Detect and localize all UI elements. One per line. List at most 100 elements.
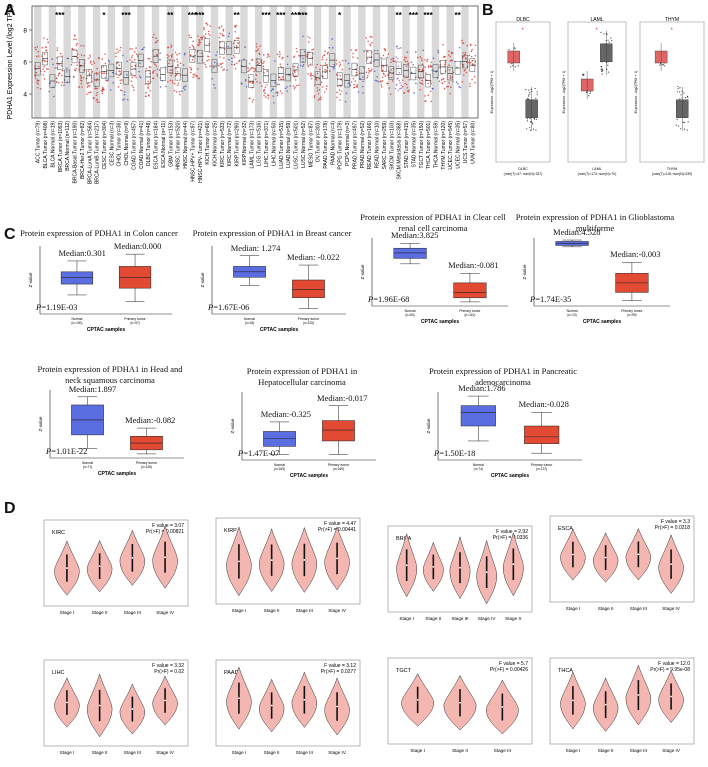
panel-a-point [89, 91, 92, 94]
panel-a-point [67, 57, 70, 60]
panel-a-point [55, 77, 58, 80]
panel-a-point [138, 70, 140, 73]
panel-a-point [461, 42, 464, 44]
panel-a-sig-mark: ** [167, 11, 174, 20]
panel-a-point [421, 63, 424, 66]
panel-a-point [34, 46, 36, 49]
panel-a-point [400, 84, 403, 87]
panel-a-point [232, 54, 235, 57]
panel-c-plot: Z-value Normal(n=74) Primary tumor(n=137) C… [426, 392, 582, 479]
panel-a-point [466, 44, 469, 47]
panel-a-point [95, 87, 97, 90]
panel-a-point [440, 79, 443, 81]
panel-a-point [403, 92, 405, 94]
panel-a-point [420, 57, 423, 60]
panel-a-point [355, 71, 358, 74]
panel-a-xlabel: PAAD.Tumor (n=178) [323, 121, 329, 169]
panel-a-point [94, 87, 96, 90]
panel-a-point [251, 82, 254, 84]
panel-a-stripe [48, 6, 57, 118]
panel-d-fvalue: F value = 5.7 [499, 661, 528, 667]
panel-a-point [418, 68, 421, 71]
panel-a-point [115, 52, 117, 55]
panel-d-median [336, 557, 338, 560]
panel-a-xlabel: KIRC.Tumor (n=533) [220, 121, 226, 168]
panel-a-point [37, 55, 40, 57]
panel-d-median [604, 703, 607, 706]
panel-a-point [190, 67, 193, 70]
panel-d-fvalue: F value = 3.32 [152, 663, 184, 669]
panel-a-point [179, 93, 181, 96]
panel-a-point [154, 69, 156, 72]
panel-a-xlabel: DLBC.Tumor (n=48) [146, 121, 152, 166]
panel-a-point [390, 76, 393, 79]
panel-a-xlabel: PCPG.Tumor (n=179) [338, 121, 344, 170]
panel-c-median-normal: Median:4.528 [553, 227, 601, 238]
panel-a-point [421, 59, 423, 62]
panel-a-point [286, 90, 288, 92]
panel-a-point [471, 48, 473, 51]
panel-a-point [158, 69, 161, 71]
panel-a-point [405, 56, 408, 59]
panel-a-point [468, 54, 471, 57]
panel-a-point [281, 92, 283, 95]
panel-a-point [75, 67, 77, 70]
panel-a-point [123, 94, 126, 96]
panel-a-point [444, 55, 446, 58]
panel-c-normal-box [393, 247, 427, 259]
panel-a-point [233, 63, 236, 66]
panel-a-point [426, 58, 429, 61]
panel-a-point [432, 57, 435, 59]
panel-a-point [461, 81, 464, 83]
panel-a-point [319, 64, 322, 67]
panel-c-chart: Protein expression of PDHA1 in Head and … [30, 364, 190, 492]
panel-a-point [207, 32, 210, 35]
panel-a-point [35, 71, 38, 74]
panel-b-point [601, 70, 603, 72]
panel-a-stripe [255, 6, 263, 118]
panel-a-point [369, 35, 372, 38]
panel-a-point [131, 76, 134, 79]
panel-a-xlabel: PAAD.Normal (n=4) [330, 121, 336, 165]
panel-a-point [119, 89, 122, 91]
panel-c-cat-label: Normal [567, 309, 578, 313]
panel-a-point [256, 80, 258, 83]
panel-c-cat-label: Primary tumor [328, 463, 350, 467]
panel-a-point [447, 85, 449, 88]
panel-a-point [468, 61, 470, 64]
panel-a-point [87, 85, 90, 87]
panel-a-point [259, 45, 262, 47]
panel-a-xlabels: ACC.Tumor (n=79) BLCA.Tumor (n=408) BLCA.N… [36, 121, 477, 184]
panel-d-stage-label: Stage II [92, 610, 108, 615]
panel-a-point [312, 74, 314, 77]
panel-a-point [126, 74, 128, 76]
panel-a-point [286, 55, 289, 58]
panel-a-point [307, 35, 309, 38]
panel-a-point [292, 56, 295, 59]
panel-b-point [601, 69, 603, 71]
panel-c-n-label: (n=97) [130, 321, 139, 325]
panel-a-point [441, 82, 444, 84]
panel-a-point [448, 64, 450, 66]
panel-a-point [430, 100, 432, 103]
panel-a-point [426, 60, 428, 63]
panel-d-median [637, 553, 640, 556]
panel-a-point [108, 61, 111, 63]
panel-a-point [195, 75, 198, 77]
panel-a-point [457, 83, 459, 85]
panel-b-point [679, 91, 681, 93]
panel-a-point [122, 99, 124, 101]
panel-a-point [150, 60, 152, 63]
panel-a-point [171, 53, 174, 56]
panel-a-point [401, 85, 404, 88]
panel-a-point [400, 46, 402, 49]
panel-a-stripe [63, 6, 71, 118]
panel-c-title: Protein expression of PDHA1 in Breast ca… [192, 228, 352, 238]
panel-a-point [171, 81, 174, 84]
panel-c-title: Protein expression of PDHA1 in Head and … [37, 364, 183, 385]
panel-a-point [169, 69, 172, 71]
panel-a-point [231, 60, 233, 63]
panel-a-point [167, 55, 170, 57]
panel-d-median [303, 698, 306, 701]
panel-a-point [406, 90, 409, 92]
